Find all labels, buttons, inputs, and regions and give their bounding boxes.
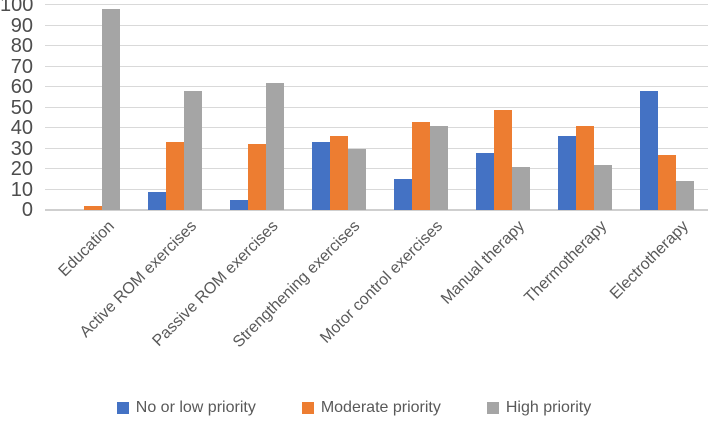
legend-item: No or low priority	[116, 399, 256, 417]
bar	[594, 164, 612, 210]
bar	[676, 181, 694, 210]
gridline	[45, 106, 708, 108]
bar	[640, 91, 658, 210]
bar-group	[626, 5, 708, 210]
gridline	[45, 168, 708, 169]
gridline	[45, 147, 708, 149]
bar	[148, 191, 166, 210]
y-tick-label: 0	[21, 199, 33, 221]
y-tick-label: 100	[0, 0, 34, 16]
gridline	[45, 4, 708, 5]
gridline	[45, 127, 708, 128]
x-category-label: Passive ROM exercises	[149, 217, 282, 350]
bar	[512, 166, 530, 210]
gridline	[45, 45, 708, 46]
bar	[476, 152, 494, 210]
legend-item: High priority	[486, 399, 592, 417]
y-tick-label: 20	[10, 158, 33, 180]
gridline	[45, 209, 708, 211]
x-category-label: Manual therapy	[437, 217, 528, 308]
y-axis: 0 10 20 30 40 50 60 70 80 90 100	[0, 0, 34, 230]
legend-label: High priority	[505, 399, 592, 416]
legend-swatch-icon	[486, 402, 499, 414]
bar	[558, 136, 576, 210]
y-tick-label: 80	[10, 35, 33, 57]
bar-group	[544, 5, 626, 210]
bar-group	[462, 5, 544, 210]
legend: No or low priority Moderate priority High …	[0, 399, 708, 417]
y-tick-label: 90	[10, 14, 33, 37]
y-tick-label: 40	[10, 117, 33, 139]
x-category-label: Thermotherapy	[520, 217, 610, 307]
legend-swatch-icon	[301, 402, 314, 414]
bar	[576, 125, 594, 210]
bar	[312, 142, 330, 210]
gridline	[45, 65, 708, 67]
bar	[658, 154, 676, 210]
x-category-label: Strengthening exercises	[230, 217, 364, 352]
legend-item: Moderate priority	[301, 399, 441, 417]
bar	[184, 91, 202, 210]
bar-group	[134, 5, 216, 210]
bar	[348, 148, 366, 210]
x-category-label: Active ROM exercises	[76, 217, 200, 342]
bar	[412, 121, 430, 210]
legend-label: No or low priority	[135, 399, 256, 416]
y-tick-label: 60	[10, 76, 33, 98]
bar-group	[52, 5, 134, 210]
bar	[494, 109, 512, 210]
bar	[102, 9, 120, 210]
y-tick-label: 70	[10, 55, 33, 78]
bar-group	[380, 5, 462, 210]
bar	[430, 125, 448, 210]
y-tick-label: 10	[10, 178, 33, 201]
plot-area	[45, 4, 708, 211]
y-tick-label: 50	[10, 96, 33, 119]
x-category-label: Motor control exercises	[316, 217, 446, 347]
bar	[166, 142, 184, 210]
x-category-label: Education	[55, 217, 118, 281]
gridline	[45, 24, 708, 26]
y-tick-label: 30	[10, 137, 33, 160]
bar	[394, 179, 412, 210]
legend-swatch-icon	[116, 402, 129, 414]
bar	[248, 144, 266, 210]
bar	[330, 136, 348, 210]
bar	[266, 82, 284, 210]
bar	[84, 205, 102, 210]
bar-group	[298, 5, 380, 210]
gridline	[45, 86, 708, 87]
bar-group	[216, 5, 298, 210]
x-category-label: Electrotherapy	[606, 217, 692, 303]
legend-label: Moderate priority	[320, 399, 441, 416]
gridline	[45, 188, 708, 190]
bar	[230, 199, 248, 210]
